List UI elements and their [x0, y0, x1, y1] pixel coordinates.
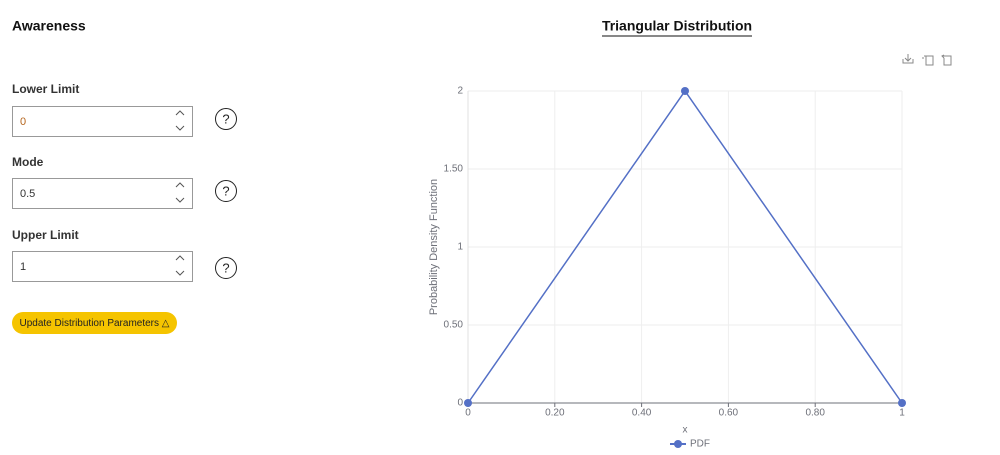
- x-tick-label: 0.20: [545, 408, 565, 419]
- help-icon[interactable]: [215, 108, 237, 130]
- spinner[interactable]: [175, 182, 185, 203]
- number-input[interactable]: [12, 251, 193, 282]
- y-tick-label: 0: [457, 398, 463, 409]
- field-label: Mode: [12, 155, 44, 169]
- legend-label: PDF: [690, 439, 710, 450]
- x-tick-label: 0: [465, 408, 471, 419]
- x-axis-label: x: [683, 425, 688, 436]
- x-tick-label: 1: [899, 408, 905, 419]
- input-value: 0.5: [20, 188, 35, 200]
- spinner[interactable]: [175, 110, 185, 131]
- update-button[interactable]: [12, 312, 177, 334]
- button-label: Update Distribution Parameters △: [20, 318, 170, 329]
- restore-icon[interactable]: [941, 54, 952, 66]
- help-icon[interactable]: [215, 257, 237, 279]
- legend-marker: [674, 440, 682, 448]
- data-point: [681, 87, 689, 95]
- input-value: 1: [20, 261, 26, 273]
- help-glyph: ?: [222, 111, 229, 126]
- help-icon[interactable]: [215, 180, 237, 202]
- y-tick-label: 1: [457, 242, 463, 253]
- y-axis-label: Probability Density Function: [428, 179, 440, 315]
- chart-title: Triangular Distribution: [602, 18, 752, 34]
- x-tick-label: 0.60: [719, 408, 739, 419]
- field-label: Upper Limit: [12, 228, 79, 242]
- data-point: [464, 399, 472, 407]
- y-tick-label: 1.50: [444, 164, 464, 175]
- y-tick-label: 0.50: [444, 320, 464, 331]
- x-tick-label: 0.80: [805, 408, 825, 419]
- help-glyph: ?: [222, 183, 229, 198]
- x-tick-label: 0.40: [632, 408, 652, 419]
- save-icon[interactable]: [902, 54, 914, 64]
- help-glyph: ?: [222, 260, 229, 275]
- number-input[interactable]: [12, 178, 193, 209]
- spinner[interactable]: [175, 255, 185, 276]
- panel-title: Awareness: [12, 18, 86, 34]
- data-point: [898, 399, 906, 407]
- field-label: Lower Limit: [12, 82, 79, 96]
- toolbox: [902, 54, 952, 66]
- zoom-icon[interactable]: [922, 55, 934, 66]
- y-tick-label: 2: [457, 86, 463, 97]
- number-input[interactable]: [12, 106, 193, 137]
- input-value: 0: [20, 116, 26, 128]
